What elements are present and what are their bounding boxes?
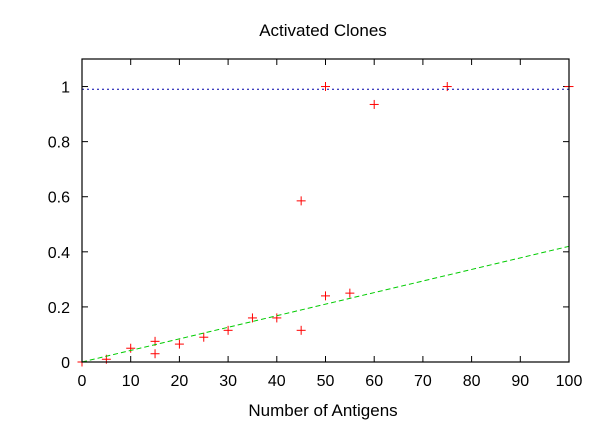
data-point	[369, 99, 379, 109]
x-tick-label: 90	[511, 373, 529, 390]
data-point	[223, 325, 233, 335]
data-point	[296, 325, 306, 335]
axis-ticks: 0 10 20 30 40 50 60 70 80 90 100 0 0.2 0.4 0.6 0.8 1	[48, 59, 583, 390]
y-tick-label: 0.8	[48, 135, 70, 152]
data-point	[199, 332, 209, 342]
fit-line	[81, 245, 570, 363]
x-tick-label: 20	[171, 373, 189, 390]
data-point	[272, 313, 282, 323]
x-tick-label: 40	[268, 373, 286, 390]
data-point	[126, 343, 136, 353]
x-tick-label: 30	[219, 373, 237, 390]
data-point	[296, 196, 306, 206]
x-axis-label: Number of Antigens	[248, 401, 397, 420]
chart-title: Activated Clones	[259, 21, 387, 40]
plot-frame	[81, 58, 570, 363]
x-tick-label: 60	[365, 373, 383, 390]
x-tick-label: 80	[463, 373, 481, 390]
data-point	[321, 291, 330, 301]
x-tick-label: 0	[78, 373, 87, 390]
x-tick-label: 10	[122, 373, 140, 390]
y-tick-label: 0.2	[48, 300, 70, 317]
x-tick-label: 50	[317, 373, 335, 390]
data-point	[345, 288, 355, 298]
y-tick-label: 0	[61, 355, 70, 372]
y-tick-label: 0.6	[48, 190, 70, 207]
x-tick-label: 100	[556, 373, 583, 390]
x-tick-label: 70	[414, 373, 432, 390]
data-point	[247, 313, 257, 323]
data-point	[174, 339, 184, 349]
data-point	[321, 82, 330, 92]
y-tick-label: 1	[61, 80, 70, 97]
y-tick-label: 0.4	[48, 245, 70, 262]
data-series	[77, 82, 574, 367]
data-point	[150, 349, 160, 359]
